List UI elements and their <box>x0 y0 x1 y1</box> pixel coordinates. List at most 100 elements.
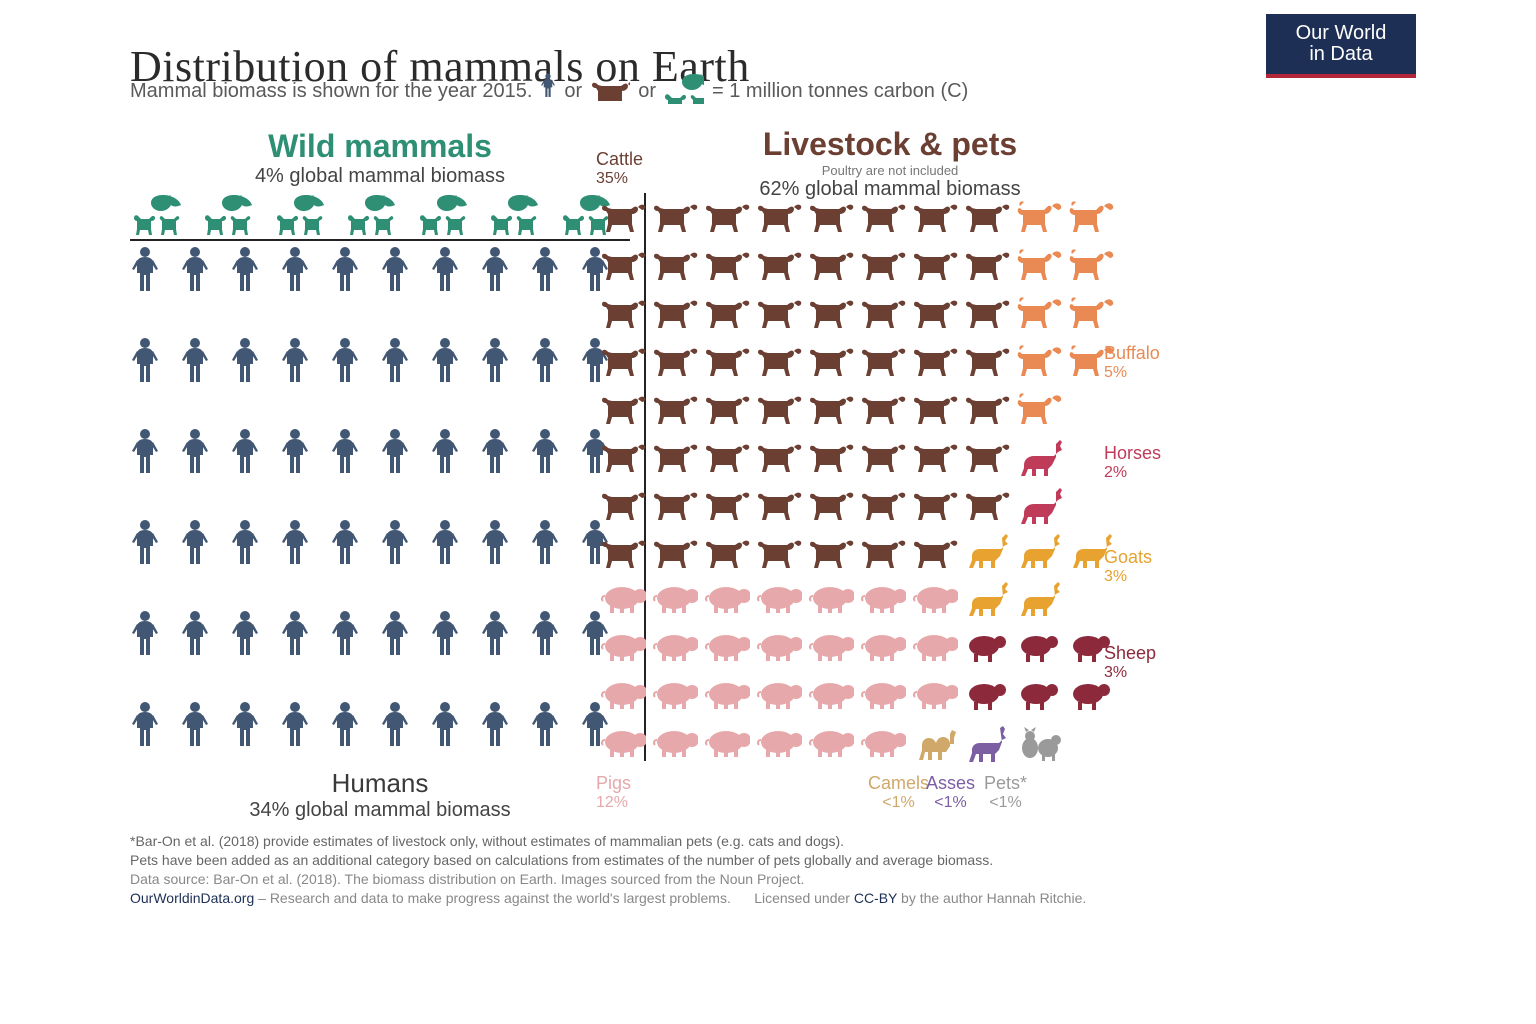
pig-icon <box>702 630 752 668</box>
human-icon <box>180 610 210 661</box>
goat-pct: 3% <box>1104 568 1152 586</box>
pig-pct: 12% <box>596 794 631 812</box>
human-icon <box>330 701 360 752</box>
legend-human-icon <box>540 73 556 109</box>
sheep-icon <box>962 678 1012 716</box>
human-icon <box>230 610 260 661</box>
logo-line2: in Data <box>1309 44 1372 65</box>
footnote-link-ccby[interactable]: CC-BY <box>854 890 897 906</box>
sheep-name: Sheep <box>1104 643 1156 664</box>
buffalo-name: Buffalo <box>1104 343 1160 364</box>
human-icon <box>180 701 210 752</box>
horse-icon <box>1014 486 1064 524</box>
pig-icon <box>754 630 804 668</box>
buffalo-icon <box>1014 198 1064 236</box>
human-icon <box>480 519 510 570</box>
pig-icon <box>702 726 752 764</box>
cattle-icon <box>650 342 700 380</box>
cattle-icon <box>806 390 856 428</box>
pig-icon <box>650 582 700 620</box>
human-icon <box>230 519 260 570</box>
cattle-icon <box>702 390 752 428</box>
cattle-icon <box>858 246 908 284</box>
cattle-icon <box>962 342 1012 380</box>
human-icon <box>380 610 410 661</box>
cattle-icon <box>806 246 856 284</box>
human-icon <box>280 519 310 570</box>
livestock-header: Livestock & pets Poultry are not include… <box>660 126 1120 201</box>
cattle-icon <box>806 438 856 476</box>
cattle-icon <box>910 438 960 476</box>
cattle-icon <box>754 438 804 476</box>
human-icon <box>380 246 410 297</box>
horse-icon <box>1014 438 1064 476</box>
legend-wild-icon <box>664 72 704 110</box>
pig-icon <box>858 582 908 620</box>
cattle-icon <box>858 294 908 332</box>
footnote-1: *Bar-On et al. (2018) provide estimates … <box>130 832 1416 851</box>
subtitle: Mammal biomass is shown for the year 201… <box>130 72 968 110</box>
pig-icon <box>702 678 752 716</box>
pig-icon <box>806 582 856 620</box>
cattle-icon <box>962 486 1012 524</box>
cattle-icon <box>962 390 1012 428</box>
pig-icon <box>650 678 700 716</box>
sheep-icon <box>1014 630 1064 668</box>
pig-icon <box>598 726 648 764</box>
pet-label: Pets*<1% <box>984 773 1027 812</box>
buffalo-icon <box>1014 294 1064 332</box>
cattle-icon <box>858 198 908 236</box>
cattle-icon <box>754 246 804 284</box>
sheep-label: Sheep3% <box>1104 643 1156 682</box>
buffalo-label: Buffalo5% <box>1104 343 1160 382</box>
camel-icon <box>910 726 960 764</box>
cattle-icon <box>910 390 960 428</box>
human-icon <box>180 246 210 297</box>
goat-name: Goats <box>1104 547 1152 568</box>
wild-mammal-icon <box>130 193 201 237</box>
cattle-icon <box>650 294 700 332</box>
human-icon <box>480 701 510 752</box>
wild-mammal-grid <box>130 193 630 237</box>
buffalo-icon <box>1014 390 1064 428</box>
goat-label: Goats3% <box>1104 547 1152 586</box>
wild-mammal-icon <box>344 193 415 237</box>
cattle-icon <box>598 246 648 284</box>
human-icon <box>530 701 560 752</box>
camel-name: Camels <box>868 773 929 794</box>
cattle-icon <box>754 342 804 380</box>
human-icon <box>230 428 260 479</box>
subtitle-or-2: or <box>638 80 656 103</box>
horse-pct: 2% <box>1104 464 1161 482</box>
pet-name: Pets* <box>984 773 1027 794</box>
pig-icon <box>702 582 752 620</box>
cattle-icon <box>858 390 908 428</box>
human-icon <box>330 610 360 661</box>
human-icon <box>530 337 560 388</box>
human-icon <box>480 428 510 479</box>
buffalo-icon <box>1014 342 1064 380</box>
cattle-name: Cattle <box>596 149 643 170</box>
goat-icon <box>962 582 1012 620</box>
sheep-icon <box>1066 678 1116 716</box>
pet-icon <box>1014 726 1064 764</box>
pig-icon <box>858 678 908 716</box>
buffalo-icon <box>1066 294 1116 332</box>
pig-icon <box>910 582 960 620</box>
cattle-icon <box>962 294 1012 332</box>
cattle-icon <box>858 534 908 572</box>
footnotes: *Bar-On et al. (2018) provide estimates … <box>130 832 1416 908</box>
wild-mammal-icon <box>487 193 558 237</box>
human-icon <box>180 428 210 479</box>
footnote-link-owid[interactable]: OurWorldinData.org <box>130 890 254 906</box>
humans-subtitle: 34% global mammal biomass <box>210 799 550 822</box>
human-icon <box>430 610 460 661</box>
cattle-icon <box>910 342 960 380</box>
human-icon <box>230 246 260 297</box>
pig-icon <box>598 582 648 620</box>
human-icon <box>530 610 560 661</box>
ass-name: Asses <box>926 773 975 794</box>
human-icon <box>480 337 510 388</box>
human-icon <box>180 519 210 570</box>
wild-title: Wild mammals <box>210 128 550 165</box>
